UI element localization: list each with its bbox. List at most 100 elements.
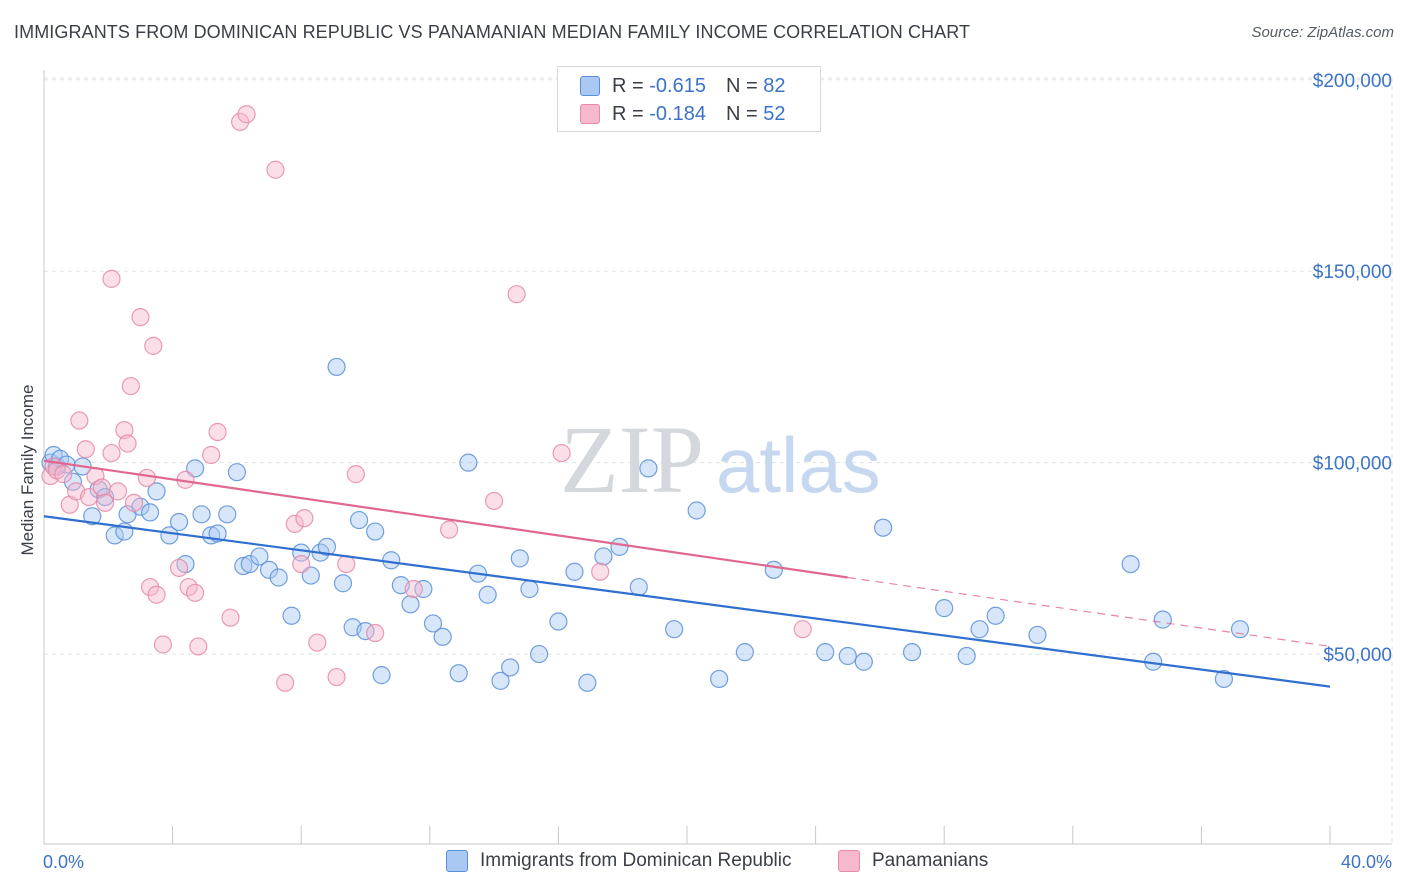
data-point [327,357,346,377]
watermark-atlas: atlas [716,421,881,509]
data-point [970,620,989,639]
data-point [76,440,95,459]
data-point [63,472,83,491]
data-point [423,614,443,633]
x-tick-label-max: 40.0% [1340,852,1392,872]
data-point [578,673,597,692]
data-point [382,551,401,570]
data-point [629,577,648,597]
x-tick-label-min: 0.0% [43,852,85,872]
data-point [169,512,189,532]
source-label: Source: ZipAtlas.com [1251,24,1394,41]
data-point [530,644,549,664]
data-point [121,376,140,396]
series-pink-points [41,105,812,692]
data-point [124,493,144,512]
data-point [404,579,423,599]
data-point [147,482,166,501]
data-point [317,537,337,556]
watermark: ZIP atlas [560,406,881,513]
data-point [549,612,568,631]
data-point [639,459,658,478]
data-point [366,623,385,643]
data-point [957,646,976,666]
legend-row-pink: R = -0.184 N = 52 [580,99,785,129]
data-point [137,468,156,488]
data-point [838,646,857,666]
data-point [591,562,610,581]
data-point [147,585,166,604]
data-point [1214,669,1234,689]
y-tick-label: $150,000 [1313,262,1392,283]
data-point [282,606,301,625]
data-point [140,503,160,522]
legend-n-value: 82 [763,74,786,97]
data-point [70,411,89,430]
data-point [507,285,526,304]
y-axis-label: Median Family Income [18,384,37,556]
legend-row-blue: R = -0.615 N = 82 [580,71,785,101]
legend-r-value: -0.184 [649,102,706,125]
legend-r-value: -0.615 [649,74,706,97]
data-point [565,562,584,581]
data-point [144,336,163,355]
data-point [186,583,205,602]
data-point [333,574,353,593]
data-point [79,487,99,507]
y-tick-label: $200,000 [1313,71,1392,92]
data-point [115,420,134,440]
data-point [414,579,433,599]
data-point [221,608,240,627]
data-point [764,560,783,579]
data-point [433,627,452,646]
trend-lines [43,459,1331,688]
data-point [986,606,1005,625]
series-blue-points [41,357,1250,692]
data-point [160,526,179,545]
data-point [295,509,314,528]
legend-swatch-pink [838,850,860,872]
data-point [854,652,873,671]
watermark-zip: ZIP [560,406,704,513]
data-point [237,105,256,124]
data-point [439,520,459,539]
data-point [349,510,369,530]
data-point [478,585,497,604]
data-point [153,635,173,654]
data-point [227,463,246,482]
data-point [372,666,391,685]
legend-swatch-pink [580,104,600,124]
data-point [902,643,922,662]
trend-line-pink-extension [847,576,1331,648]
data-point [793,620,812,639]
data-point [665,620,684,639]
data-point [292,554,311,574]
data-point [1028,625,1047,645]
data-point [816,643,835,662]
data-point [118,434,137,453]
legend-swatch-blue [446,850,468,872]
data-point [218,505,237,524]
data-point [1230,620,1250,639]
legend-r-label: R = [612,74,644,97]
correlation-legend: R = -0.615 N = 82 R = -0.184 N = 52 [557,66,821,132]
data-point [491,671,510,690]
data-point [735,643,754,662]
data-point [269,568,288,587]
legend-label-blue: Immigrants from Dominican Republic [480,850,792,871]
data-point [610,537,629,556]
data-point [92,478,111,497]
data-point [54,465,73,484]
data-point [102,443,121,463]
data-point [485,491,504,511]
legend-label-pink: Panamanians [872,850,989,871]
data-point [266,160,285,179]
legend-n-label: N = [725,102,758,125]
legend-r-label: R = [612,102,644,125]
data-point [366,522,385,541]
data-point [687,501,706,520]
data-point [108,482,128,501]
y-tick-label: $100,000 [1313,454,1392,475]
data-point [1121,554,1140,574]
